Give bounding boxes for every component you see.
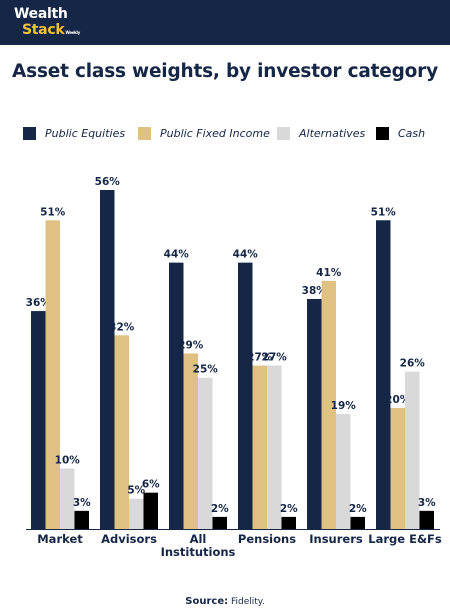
bar-all-institutions-alternatives [198,377,213,529]
category-label-market: Market [37,532,83,546]
bar-insurers-cash [350,516,365,529]
category-label-all-institutions-line2: Institutions [161,545,236,559]
category-label-large-eandfs: Large E&Fs [368,532,442,546]
value-label-large-eandfs-cash: 3% [418,497,436,509]
legend-swatch-public-fixed-income [138,126,151,140]
legend-label-cash: Cash [398,126,426,140]
legend-label-alternatives: Alternatives [299,126,366,140]
bar-pensions-public-fixed-income [252,365,267,529]
bar-all-institutions-public-equities [169,262,184,529]
category-label-all-institutions-line1: All [190,532,207,546]
brand-tag: Weekly [65,30,80,35]
bar-pensions-cash [281,516,296,529]
value-label-advisors-public-equities: 56% [95,176,121,188]
legend-label-public-equities: Public Equities [45,126,126,140]
bar-all-institutions-cash [212,516,227,529]
value-label-market-alternatives: 10% [55,454,81,466]
bar-insurers-alternatives [336,413,351,529]
value-label-pensions-public-fixed-income: 27% [247,352,273,364]
bar-market-cash [74,510,89,529]
value-label-pensions-cash: 2% [280,503,298,515]
bar-insurers-public-equities [307,298,322,529]
value-label-market-cash: 3% [73,497,91,509]
value-label-large-eandfs-public-fixed-income: 20% [385,394,411,406]
bar-market-public-fixed-income [45,220,60,529]
value-label-market-public-equities: 36% [26,297,52,309]
value-label-large-eandfs-alternatives: 26% [400,358,426,370]
legend-item-alternatives: Alternatives [277,126,365,140]
bar-market-public-equities [31,311,46,529]
bar-advisors-cash [143,492,158,529]
source-note: Source: Fidelity. [0,596,450,607]
bar-advisors-public-fixed-income [114,335,129,529]
category-label-insurers: Insurers [309,532,363,546]
brand-logo: Wealth StackWeekly [14,7,80,37]
legend-swatch-cash [376,126,389,140]
bar-advisors-public-equities [100,190,115,529]
value-label-large-eandfs-public-equities: 51% [371,206,397,218]
brand-line2: StackWeekly [22,22,80,38]
chart-legend: Public Equities Public Fixed Income Altern… [23,126,443,140]
category-label-pensions: Pensions [238,532,296,546]
legend-item-public-equities: Public Equities [23,126,125,140]
value-label-advisors-cash: 6% [142,479,160,491]
legend-swatch-public-equities [23,126,36,140]
bar-large-eandfs-alternatives [405,371,420,529]
value-label-all-institutions-cash: 2% [211,503,229,515]
chart-title: Asset class weights, by investor categor… [12,61,438,82]
value-label-insurers-alternatives: 19% [331,400,357,412]
header-bar: Wealth StackWeekly [0,0,450,45]
bar-pensions-public-equities [238,262,253,529]
bar-advisors-alternatives [129,498,144,529]
bar-large-eandfs-public-fixed-income [390,407,405,529]
value-label-all-institutions-alternatives: 25% [193,364,219,376]
bar-market-alternatives [60,468,75,529]
value-label-insurers-public-fixed-income: 41% [316,267,342,279]
legend-label-public-fixed-income: Public Fixed Income [160,126,270,140]
bar-large-eandfs-cash [419,510,434,529]
value-label-pensions-public-equities: 44% [233,249,259,261]
legend-item-public-fixed-income: Public Fixed Income [138,126,270,140]
bar-insurers-public-fixed-income [321,280,336,529]
value-label-all-institutions-public-fixed-income: 29% [178,339,204,351]
category-label-advisors: Advisors [101,532,157,546]
brand-line2-text: Stack [22,22,65,38]
value-label-pensions-alternatives: 27% [262,352,288,364]
legend-item-cash: Cash [376,126,425,140]
value-label-market-public-fixed-income: 51% [40,206,66,218]
brand-line1: Wealth [14,6,68,22]
value-label-insurers-cash: 2% [349,503,367,515]
value-label-advisors-public-fixed-income: 32% [109,321,135,333]
value-label-all-institutions-public-equities: 44% [164,249,190,261]
value-label-advisors-alternatives: 5% [127,485,145,497]
bar-large-eandfs-public-equities [376,220,391,529]
source-label: Source: [185,596,229,607]
bar-all-institutions-public-fixed-income [183,353,198,529]
value-label-insurers-public-equities: 38% [302,285,328,297]
legend-swatch-alternatives [277,126,290,140]
bar-pensions-alternatives [267,365,282,529]
source-text: Fidelity. [231,597,265,607]
